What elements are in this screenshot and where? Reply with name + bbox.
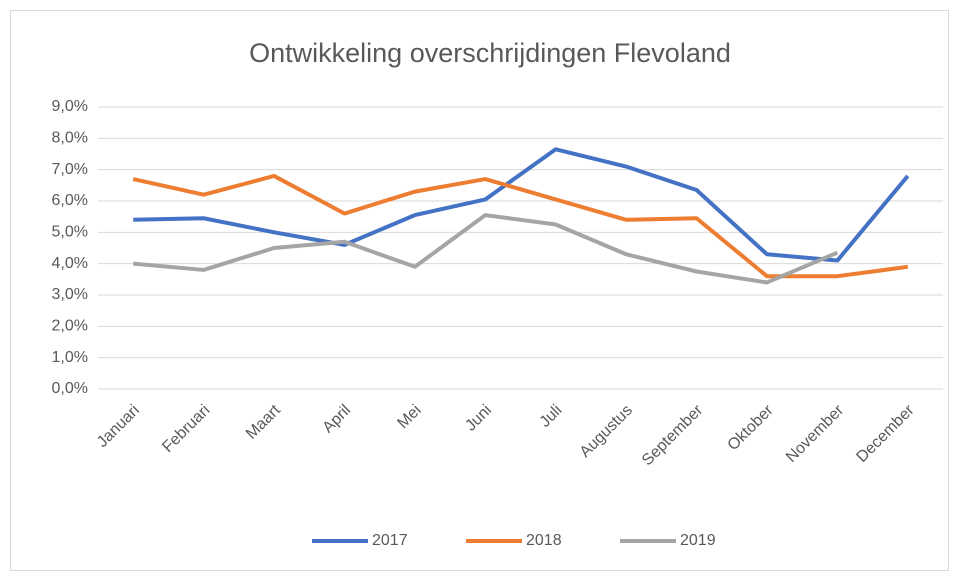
line-series (133, 213, 839, 285)
y-tick-label: 2,0% (52, 318, 88, 335)
legend-label: 2018 (526, 532, 562, 549)
y-tick-label: 7,0% (52, 161, 88, 178)
y-tick-label: 9,0% (52, 98, 88, 115)
chart-border (10, 10, 949, 571)
y-tick-label: 0,0% (52, 380, 88, 397)
legend-label: 2019 (680, 532, 716, 549)
y-tick-label: 8,0% (52, 130, 88, 147)
y-tick-label: 4,0% (52, 255, 88, 272)
y-tick-label: 3,0% (52, 286, 88, 303)
chart-title: Ontwikkeling overschrijdingen Flevoland (249, 38, 731, 68)
y-tick-label: 5,0% (52, 224, 88, 241)
y-tick-label: 6,0% (52, 192, 88, 209)
legend-label: 2017 (372, 532, 408, 549)
y-tick-label: 1,0% (52, 349, 88, 366)
line-series (133, 147, 910, 263)
